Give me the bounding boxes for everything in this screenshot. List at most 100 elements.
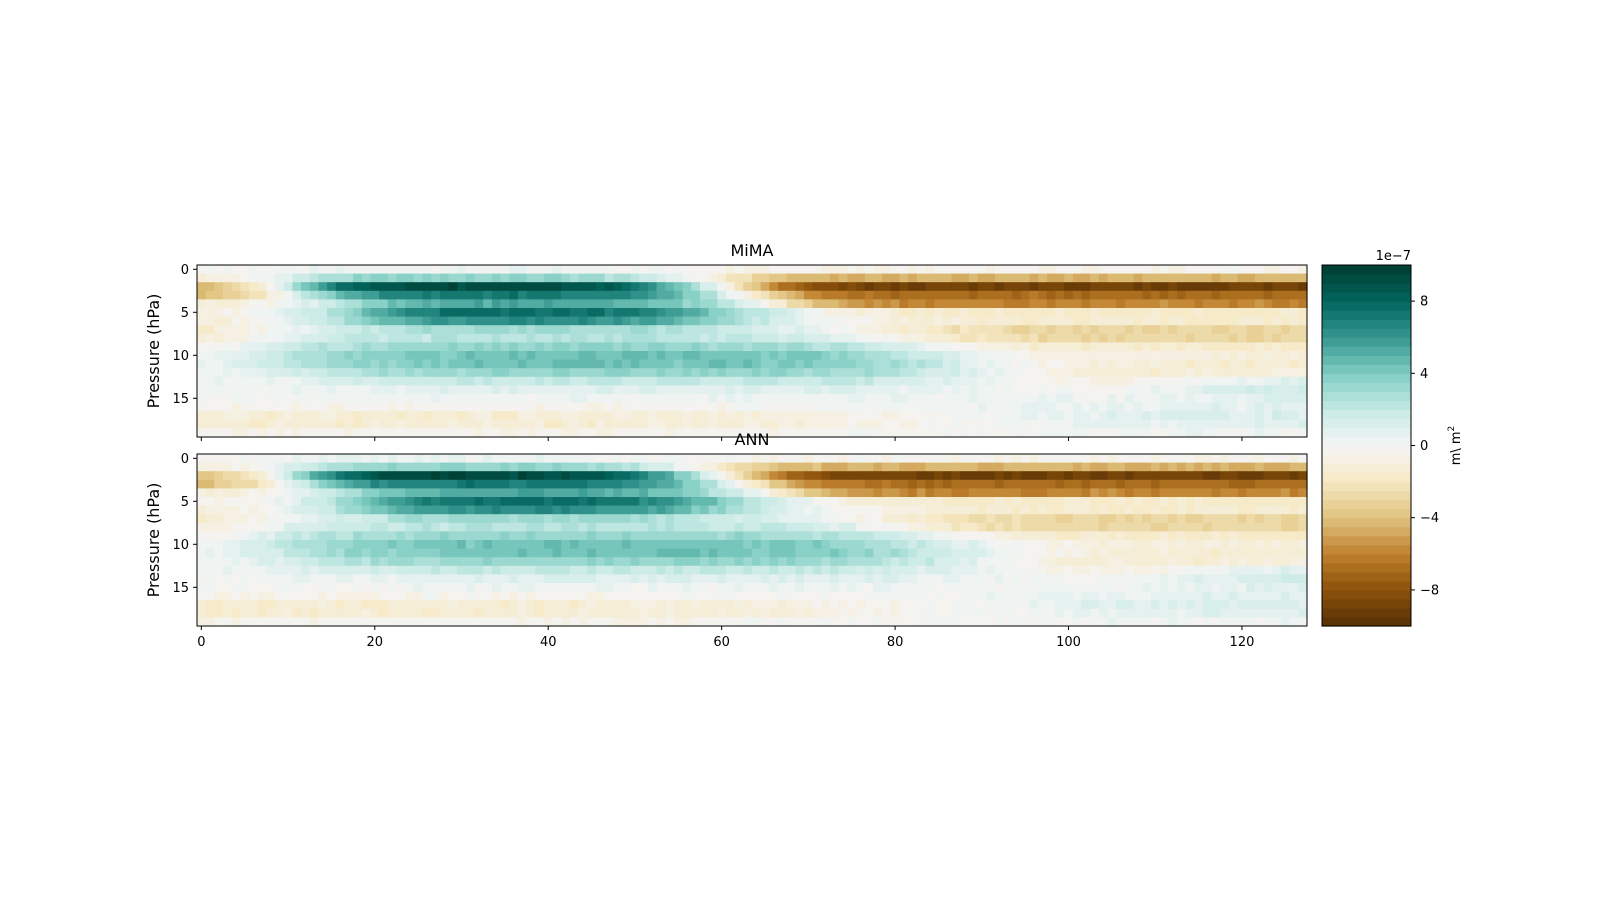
heatmap-cell	[509, 566, 518, 575]
heatmap-cell	[1281, 557, 1290, 566]
heatmap-cell	[1056, 514, 1065, 523]
heatmap-cell	[986, 403, 995, 412]
heatmap-cell	[197, 265, 206, 274]
heatmap-cell	[1229, 394, 1238, 403]
heatmap-cell	[1056, 557, 1065, 566]
heatmap-cell	[1012, 368, 1021, 377]
heatmap-cell	[353, 497, 362, 506]
heatmap-cell	[232, 488, 241, 497]
heatmap-cell	[527, 566, 536, 575]
heatmap-cell	[544, 420, 553, 429]
heatmap-cell	[388, 334, 397, 343]
heatmap-cell	[587, 299, 596, 308]
heatmap-cell	[197, 531, 206, 540]
heatmap-cell	[457, 411, 466, 420]
heatmap-cell	[743, 360, 752, 369]
heatmap-cell	[570, 299, 579, 308]
heatmap-cell	[579, 471, 588, 480]
heatmap-cell	[631, 592, 640, 601]
heatmap-cell	[899, 291, 908, 300]
heatmap-cell	[856, 394, 865, 403]
heatmap-cell	[969, 265, 978, 274]
heatmap-cell	[1012, 428, 1021, 437]
heatmap-cell	[709, 360, 718, 369]
heatmap-cell	[1021, 394, 1030, 403]
heatmap-cell	[1030, 342, 1039, 351]
heatmap-cell	[943, 523, 952, 532]
heatmap-cell	[891, 600, 900, 609]
heatmap-cell	[370, 540, 379, 549]
heatmap-cell	[891, 514, 900, 523]
heatmap-cell	[726, 480, 735, 489]
heatmap-cell	[483, 454, 492, 463]
heatmap-cell	[431, 600, 440, 609]
heatmap-cell	[986, 308, 995, 317]
heatmap-cell	[847, 497, 856, 506]
heatmap-cell	[726, 342, 735, 351]
heatmap-cell	[370, 420, 379, 429]
heatmap-cell	[318, 377, 327, 386]
heatmap-cell	[1186, 368, 1195, 377]
heatmap-cell	[1125, 471, 1134, 480]
heatmap-cell	[570, 523, 579, 532]
heatmap-cell	[1281, 291, 1290, 300]
heatmap-cell	[1082, 282, 1091, 291]
heatmap-cell	[821, 342, 830, 351]
heatmap-cell	[639, 549, 648, 558]
heatmap-cell	[1194, 523, 1203, 532]
heatmap-cell	[1229, 480, 1238, 489]
heatmap-cell	[743, 282, 752, 291]
heatmap-cell	[214, 334, 223, 343]
heatmap-cell	[1203, 274, 1212, 283]
heatmap-cell	[726, 506, 735, 515]
heatmap-cell	[761, 531, 770, 540]
heatmap-cell	[769, 377, 778, 386]
heatmap-cell	[336, 506, 345, 515]
heatmap-cell	[613, 531, 622, 540]
heatmap-cell	[977, 342, 986, 351]
heatmap-cell	[717, 394, 726, 403]
heatmap-cell	[1186, 308, 1195, 317]
heatmap-cell	[1090, 385, 1099, 394]
heatmap-cell	[856, 549, 865, 558]
heatmap-cell	[934, 592, 943, 601]
heatmap-cell	[249, 334, 258, 343]
heatmap-cell	[414, 428, 423, 437]
heatmap-cell	[960, 523, 969, 532]
heatmap-cell	[561, 377, 570, 386]
heatmap-cell	[899, 566, 908, 575]
heatmap-cell	[873, 583, 882, 592]
heatmap-cell	[631, 291, 640, 300]
heatmap-cell	[379, 342, 388, 351]
heatmap-cell	[457, 351, 466, 360]
heatmap-cell	[527, 514, 536, 523]
heatmap-cell	[1021, 420, 1030, 429]
heatmap-cell	[865, 342, 874, 351]
heatmap-cell	[284, 308, 293, 317]
heatmap-cell	[275, 420, 284, 429]
heatmap-cell	[1003, 531, 1012, 540]
heatmap-cell	[882, 557, 891, 566]
heatmap-cell	[1134, 351, 1143, 360]
heatmap-cell	[223, 265, 232, 274]
heatmap-cell	[431, 471, 440, 480]
heatmap-cell	[830, 583, 839, 592]
heatmap-cell	[1160, 514, 1169, 523]
heatmap-cell	[466, 609, 475, 618]
heatmap-cell	[1264, 291, 1273, 300]
heatmap-cell	[301, 549, 310, 558]
heatmap-cell	[1194, 403, 1203, 412]
heatmap-cell	[917, 299, 926, 308]
heatmap-cell	[960, 600, 969, 609]
heatmap-cell	[735, 317, 744, 326]
heatmap-cell	[639, 394, 648, 403]
heatmap-cell	[839, 531, 848, 540]
heatmap-cell	[795, 531, 804, 540]
heatmap-cell	[405, 394, 414, 403]
heatmap-cell	[847, 368, 856, 377]
heatmap-cell	[1064, 463, 1073, 472]
heatmap-cell	[1246, 368, 1255, 377]
heatmap-cell	[561, 282, 570, 291]
heatmap-cell	[448, 299, 457, 308]
heatmap-cell	[214, 291, 223, 300]
